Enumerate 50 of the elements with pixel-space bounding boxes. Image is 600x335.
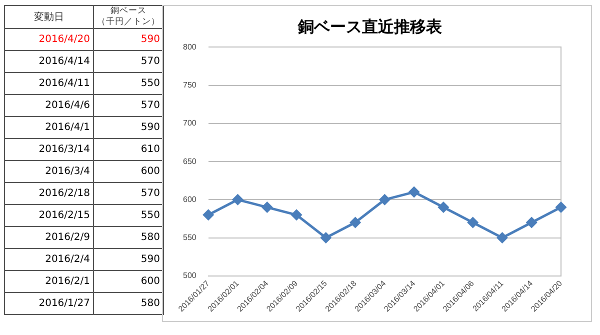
y-tick-label: 800: [182, 42, 197, 52]
y-tick-label: 650: [182, 156, 197, 166]
point: [350, 217, 361, 228]
category-label: 2016/3/14: [4, 138, 94, 160]
category-label: 2016/4/1: [4, 116, 94, 138]
category-label: 2016/2/18: [4, 182, 94, 204]
data-label: 580: [94, 292, 164, 314]
point: [262, 202, 272, 213]
point: [291, 210, 302, 220]
point: [203, 210, 214, 220]
point: [320, 232, 332, 244]
y-tick-label: 600: [182, 194, 197, 204]
y-tick-label: 750: [182, 80, 197, 90]
data-label: 580: [94, 226, 164, 248]
text: （千円／トン）: [97, 17, 160, 28]
category-label: 2016/1/27: [4, 292, 94, 314]
data-label: 590: [94, 28, 164, 50]
y-tick-label: 700: [182, 118, 197, 128]
category-label: 2016/2/9: [4, 226, 94, 248]
category-label: 2016/2/1: [4, 270, 94, 292]
point: [232, 194, 243, 205]
data-label: 600: [94, 160, 164, 182]
point: [438, 202, 449, 213]
y-tick-label: 500: [182, 271, 197, 280]
data-label: 570: [94, 94, 164, 116]
data-label: 600: [94, 270, 164, 292]
category-label: 2016/3/4: [4, 160, 94, 182]
data-label: 590: [94, 116, 164, 138]
category-label: 2016/2/4: [4, 248, 94, 270]
data-label: 550: [94, 204, 164, 226]
text: 銅ベース: [110, 6, 148, 17]
data-label: 590: [94, 248, 164, 270]
data-label: 570: [94, 50, 164, 72]
point: [408, 186, 420, 198]
data-label: 570: [94, 182, 164, 204]
category-label: 2016/4/11: [4, 72, 94, 94]
category-label: 2016/4/6: [4, 94, 94, 116]
point: [526, 217, 537, 228]
category-label: 2016/4/20: [4, 28, 94, 50]
point: [496, 232, 508, 244]
point: [468, 217, 478, 228]
category-label: 2016/4/14: [4, 50, 94, 72]
point: [379, 194, 390, 205]
chart-title: 銅ベース直近推移表: [297, 16, 443, 36]
data-label: 550: [94, 72, 164, 94]
y-tick-label: 550: [182, 232, 197, 242]
data-label: 610: [94, 138, 164, 160]
point: [556, 202, 566, 213]
category-label: 2016/2/15: [4, 204, 94, 226]
text: 変動日: [4, 6, 94, 28]
